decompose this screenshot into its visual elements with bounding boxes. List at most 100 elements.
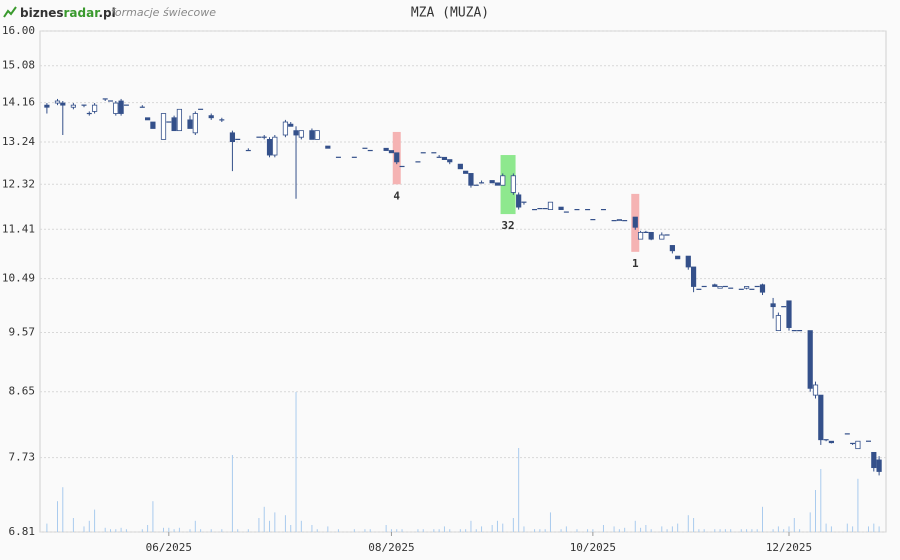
volume-bar <box>46 523 48 532</box>
volume-bar <box>295 392 297 532</box>
candle-body <box>171 117 177 132</box>
volume-bar <box>868 526 870 532</box>
volume-bar <box>677 523 679 532</box>
volume-bar <box>793 518 795 532</box>
volume-bar <box>147 525 149 532</box>
volume-bar <box>751 529 753 532</box>
volume-bar <box>799 529 801 532</box>
candle-body <box>293 130 299 136</box>
pattern-label: 4 <box>393 189 400 202</box>
candle-body <box>770 303 776 308</box>
candle-body <box>685 255 691 268</box>
volume-bar <box>443 526 445 532</box>
volume-bar <box>650 529 652 532</box>
candle-body <box>229 132 236 143</box>
candle-body <box>818 394 824 441</box>
y-tick-label: 11.41 <box>2 222 35 235</box>
candle-body <box>690 266 697 287</box>
volume-bar <box>873 523 875 532</box>
candle-body <box>807 330 813 389</box>
volume-bar <box>830 526 832 532</box>
volume-bar <box>714 529 716 532</box>
volume-bar <box>311 525 313 532</box>
volume-bar <box>496 520 498 532</box>
logo: biznesradar.pl <box>20 6 116 20</box>
volume-bar <box>560 529 562 532</box>
volume-bar <box>852 526 854 532</box>
candle-body <box>91 104 98 112</box>
volume-bar <box>300 520 302 532</box>
volume-bar <box>613 526 615 532</box>
candle-body <box>632 216 638 228</box>
candle-body <box>288 123 294 127</box>
candle-body <box>44 104 50 108</box>
volume-bar <box>491 525 493 532</box>
volume-bar <box>565 526 567 532</box>
volume-bar <box>390 529 392 532</box>
candle-body <box>192 113 198 134</box>
volume-bar <box>671 526 673 532</box>
candle-body <box>812 384 819 396</box>
volume-bar <box>602 525 604 532</box>
volume-bar <box>587 529 589 532</box>
volume-bar <box>470 520 472 532</box>
volume-bar <box>110 529 111 532</box>
volume-bar <box>481 526 483 532</box>
volume-bar <box>772 529 774 532</box>
volume-bar <box>88 520 90 532</box>
volume-bar <box>703 529 705 532</box>
y-tick-label: 12.32 <box>2 177 35 190</box>
candle-body <box>60 102 66 106</box>
volume-bar <box>592 529 594 532</box>
x-tick-label: 08/2025 <box>368 541 414 554</box>
volume-bar <box>549 512 551 532</box>
volume-bar <box>189 529 191 532</box>
candle-body <box>298 130 304 138</box>
volume-bar <box>534 529 536 532</box>
volume-bar <box>72 518 74 532</box>
pattern-label: 1 <box>632 257 639 270</box>
candle-body <box>325 145 331 149</box>
volume-bar <box>417 529 419 532</box>
candle-body <box>759 284 766 293</box>
candle-body <box>394 152 400 163</box>
candle-body <box>272 136 278 156</box>
volume-bar <box>247 529 249 532</box>
x-tick-label: 12/2025 <box>766 541 812 554</box>
candle-body <box>648 231 654 240</box>
volume-bar <box>141 529 143 532</box>
y-tick-label: 15.08 <box>2 59 35 72</box>
volume-bar <box>94 509 96 532</box>
volume-bar <box>761 506 763 532</box>
candle-body <box>468 173 474 186</box>
candle-body <box>516 194 522 208</box>
candle-body <box>208 115 214 119</box>
volume-bar <box>618 529 620 532</box>
volume-bar <box>353 529 355 532</box>
volume-bar <box>274 512 276 532</box>
candle-body <box>70 104 76 108</box>
y-tick-label: 9.57 <box>9 325 36 338</box>
candle-body <box>187 119 193 129</box>
candle-body <box>558 206 564 210</box>
candle-body <box>637 231 644 240</box>
volume-bar <box>194 520 196 532</box>
volume-bar <box>788 526 790 532</box>
y-tick-label: 10.49 <box>2 272 35 285</box>
logo-icon <box>3 6 17 18</box>
volume-bar <box>820 469 822 532</box>
subtitle: formacje świecowe <box>111 6 216 19</box>
volume-bar <box>645 525 647 532</box>
volume-bar <box>783 529 785 532</box>
volume-bar <box>231 455 233 532</box>
volume-bar <box>125 529 127 532</box>
candle-body <box>786 300 792 328</box>
y-tick-label: 13.24 <box>2 135 35 148</box>
volume-bar <box>640 527 642 532</box>
volume-bar <box>756 529 758 532</box>
volume-bar <box>740 529 742 532</box>
volume-bar <box>163 527 165 532</box>
candle-body <box>659 234 665 240</box>
candle-body <box>675 255 681 260</box>
volume-bar <box>269 520 271 532</box>
